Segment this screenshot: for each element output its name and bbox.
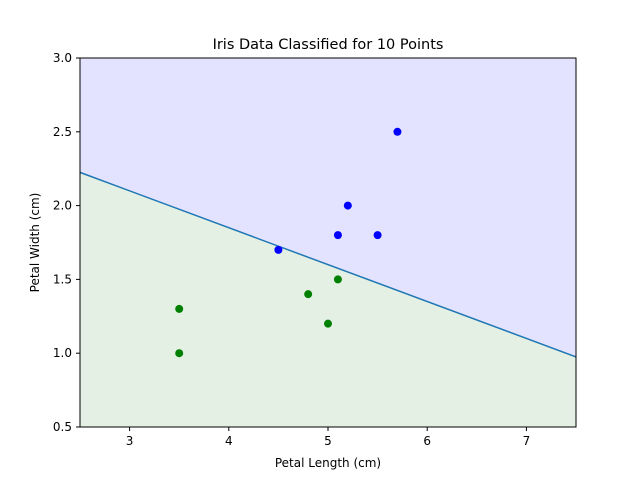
y-axis-label: Petal Width (cm) [28,193,42,293]
y-tick-label: 1.0 [53,346,72,360]
region-lower [80,172,576,427]
region-upper [80,58,576,357]
decision-boundary-line [80,171,576,358]
data-point [393,127,402,136]
x-axis-label: Petal Length (cm) [275,456,381,470]
chart-title: Iris Data Classified for 10 Points [213,37,444,53]
data-point [343,201,352,210]
y-axis-ticks: 0.5 1.0 1.5 2.0 2.5 3.0 [53,51,80,434]
data-point [274,245,283,254]
x-tick-label: 6 [423,434,431,448]
data-point [175,349,184,358]
x-axis-ticks: 3 4 5 6 7 [126,427,530,448]
data-point [304,290,313,299]
classification-regions [80,58,576,427]
y-tick-label: 3.0 [53,51,72,65]
data-point [175,304,184,313]
x-tick-label: 7 [523,434,531,448]
data-point [333,275,342,284]
x-tick-label: 5 [324,434,332,448]
x-tick-label: 4 [225,434,233,448]
y-tick-label: 1.5 [53,272,72,286]
data-point [324,319,332,328]
y-tick-label: 2.5 [53,125,72,139]
data-points [175,127,402,358]
data-point [333,231,342,240]
y-tick-label: 2.0 [53,199,72,213]
x-tick-label: 3 [126,434,134,448]
decision-boundary-layer [80,171,576,358]
y-tick-label: 0.5 [53,420,72,434]
data-point [373,231,382,240]
